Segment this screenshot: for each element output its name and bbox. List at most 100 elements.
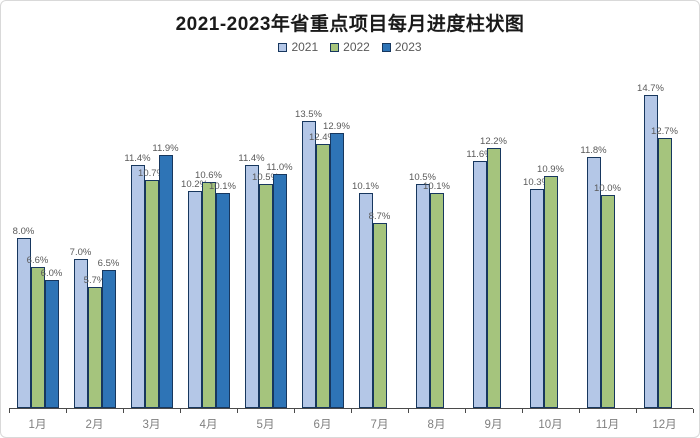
category-label-6月: 6月 (313, 419, 332, 431)
legend-swatch-icon (278, 42, 288, 52)
legend-swatch-icon (381, 42, 391, 52)
bar-value-label: 10.0% (594, 183, 621, 194)
bar-value-label: 6.6% (26, 255, 49, 266)
bar-value-label: 11.4% (238, 153, 265, 164)
bar-value-label: 10.9% (537, 164, 564, 175)
bar-2022-3月: 10.7% (138, 168, 165, 408)
category-label-9月: 9月 (484, 419, 503, 431)
category-label-2月: 2月 (85, 419, 104, 431)
chart-legend: 2021 2022 2023 (1, 40, 699, 54)
bar-value-label: 8.7% (368, 211, 391, 222)
bar-value-label: 6.5% (97, 258, 120, 269)
category-label-8月: 8月 (427, 419, 446, 431)
axis-tick (352, 409, 409, 413)
axis-tick (466, 409, 523, 413)
axis-tick (295, 409, 352, 413)
bar-2023-2月: 6.5% (98, 258, 119, 408)
bar-2021-2月: 7.0% (70, 247, 91, 408)
bar-2021-8月: 10.5% (409, 172, 436, 408)
bar-value-label: 8.0% (12, 226, 35, 237)
bar-value-label: 5.7% (83, 275, 106, 286)
bar-2021-5月: 11.4% (238, 153, 265, 408)
x-axis-ticks (9, 409, 694, 413)
bar-value-label: 11.0% (266, 162, 293, 173)
bar-2022-6月: 12.4% (309, 132, 336, 408)
bar-value-label: 11.9% (152, 143, 179, 154)
bar-2021-3月: 11.4% (124, 153, 151, 408)
category-label-4月: 4月 (199, 419, 218, 431)
legend-item-2022: 2022 (330, 40, 370, 54)
bar-value-label: 6.0% (40, 268, 63, 279)
bar-group-4月: 10.2% 10.6% 10.1% (180, 61, 237, 408)
bar-value-label: 12.2% (480, 136, 507, 147)
bar-2022-10月: 10.9% (537, 164, 564, 408)
bar-value-label: 10.7% (138, 168, 165, 179)
axis-tick (637, 409, 694, 413)
bar-2021-4月: 10.2% (181, 179, 208, 408)
bar-2022-4月: 10.6% (195, 170, 222, 408)
bar-2022-5月: 10.5% (252, 172, 279, 408)
bar-2023-3月: 11.9% (152, 143, 179, 408)
bar-group-11月: 11.8% 10.0% (579, 61, 636, 408)
bar-2022-11月: 10.0% (594, 183, 621, 408)
bar-2023-6月: 12.9% (323, 121, 350, 408)
bar-value-label: 13.5% (295, 109, 322, 120)
bar-value-label: 11.6% (466, 149, 493, 160)
axis-tick (10, 409, 67, 413)
bar-value-label: 10.2% (181, 179, 208, 190)
bar-group-7月: 10.1% 8.7% (351, 61, 408, 408)
bar-group-1月: 8.0% 6.6% 6.0% (9, 61, 66, 408)
bar-2023-5月: 11.0% (266, 162, 293, 408)
category-label-5月: 5月 (256, 419, 275, 431)
bar-2022-7月: 8.7% (369, 211, 390, 408)
bar-value-label: 7.0% (69, 247, 92, 258)
bar-value-label: 12.9% (323, 121, 350, 132)
category-label-11月: 11月 (595, 419, 620, 431)
bar-value-label: 10.1% (423, 181, 450, 192)
bar-2021-12月: 14.7% (637, 83, 664, 408)
bar-value-label: 11.8% (580, 145, 607, 156)
legend-label: 2021 (291, 40, 319, 54)
bar-value-label: 10.6% (195, 170, 222, 181)
bar-group-10月: 10.3% 10.9% (522, 61, 579, 408)
category-label-3月: 3月 (142, 419, 161, 431)
bar-2022-9月: 12.2% (480, 136, 507, 408)
bar-2021-7月: 10.1% (352, 181, 379, 408)
chart-title: 2021-2023年省重点项目每月进度柱状图 (175, 14, 525, 35)
bar-2023-4月: 10.1% (209, 181, 236, 408)
bar-2021-9月: 11.6% (466, 149, 493, 408)
bar-value-label: 10.5% (409, 172, 436, 183)
bar-2022-1月: 6.6% (27, 255, 48, 408)
category-label-12月: 12月 (652, 419, 677, 431)
x-axis-line (9, 408, 693, 409)
bar-2021-11月: 11.8% (580, 145, 607, 408)
category-label-7月: 7月 (370, 419, 389, 431)
bar-value-label: 14.7% (637, 83, 664, 94)
bar-value-label: 10.5% (252, 172, 279, 183)
axis-tick (181, 409, 238, 413)
bar-value-label: 12.4% (309, 132, 336, 143)
bar-group-2月: 7.0% 5.7% 6.5% (66, 61, 123, 408)
bar-2022-8月: 10.1% (423, 181, 450, 408)
bar-2021-6月: 13.5% (295, 109, 322, 408)
bars-area: 8.0% 6.6% 6.0% 7.0% 5.7% 6.5% 11.4% 10.7% 11.9% 1… (9, 61, 693, 408)
legend-swatch-icon (330, 42, 340, 52)
legend-label: 2022 (343, 40, 370, 54)
bar-group-12月: 14.7% 12.7% (636, 61, 693, 408)
bar-2021-10月: 10.3% (523, 177, 550, 408)
legend-item-2023: 2023 (381, 40, 422, 54)
bar-value-label: 10.1% (352, 181, 379, 192)
bar-2023-1月: 6.0% (41, 268, 62, 408)
bar-group-9月: 11.6% 12.2% (465, 61, 522, 408)
bar-group-3月: 11.4% 10.7% 11.9% (123, 61, 180, 408)
axis-tick (580, 409, 637, 413)
bar-group-5月: 11.4% 10.5% 11.0% (237, 61, 294, 408)
bar-2022-2月: 5.7% (84, 275, 105, 408)
axis-tick (67, 409, 124, 413)
bar-2022-12月: 12.7% (651, 126, 678, 408)
axis-tick (523, 409, 580, 413)
bar-2021-1月: 8.0% (13, 226, 34, 408)
legend-item-2021: 2021 (278, 40, 318, 54)
x-axis-labels: 1月 2月 3月 4月 5月 6月 7月 8月 9月 10月 11月 12月 (9, 416, 693, 432)
legend-label: 2023 (394, 40, 422, 54)
